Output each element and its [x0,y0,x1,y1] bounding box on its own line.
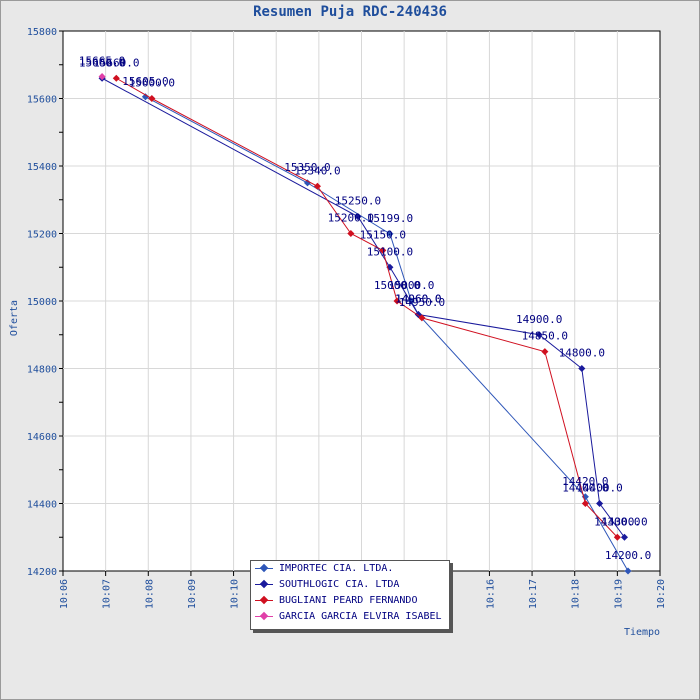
data-point [347,229,355,238]
legend-label: IMPORTEC CIA. LTDA. [279,563,394,574]
data-point [613,533,621,541]
y-tick-label: 15800 [27,27,57,38]
series-line [116,77,618,538]
legend-label: SOUTHLOGIC CIA. LTDA [279,579,400,590]
legend-label: GARCIA GARCIA ELVIRA ISABEL [279,611,442,622]
legend-marker [259,595,269,605]
data-label: 15150.0 [360,228,406,241]
x-tick-label: 10:10 [230,579,241,609]
y-axis-label: Oferta [9,300,20,336]
data-label: 14400.0 [576,482,622,495]
data-label: 15665.0 [79,55,125,68]
data-label: 14900.0 [516,313,562,326]
series-layer [98,73,632,575]
data-point [578,364,586,373]
y-tick-label: 15400 [27,162,57,173]
data-point [624,567,632,575]
series-line [101,77,625,538]
data-point [541,348,549,356]
data-point [354,213,362,221]
data-label: 15000.0 [388,279,434,292]
y-tick-label: 14600 [27,432,57,443]
y-tick-label: 14400 [27,500,57,511]
data-label: 14300.0 [594,515,640,528]
data-label: 15000.0 [374,279,420,292]
data-point [386,230,394,238]
data-label: 14420.0 [562,475,608,488]
data-label: 15340.0 [294,164,340,177]
data-label: 15660.0 [79,56,125,69]
data-point [112,74,120,82]
x-tick-label: 10:09 [187,579,198,609]
data-label: 14960.0 [395,293,441,306]
y-tick-label: 15200 [27,230,57,241]
x-tick-label: 10:08 [144,579,155,609]
data-label: 15250.0 [335,195,381,208]
legend-marker [259,611,269,621]
data-label: 15100.0 [367,245,413,258]
legend-marker [259,579,269,589]
data-label: 14300.0 [601,515,647,528]
x-tick-label: 10:20 [656,579,667,609]
y-tick-label: 14200 [27,567,57,578]
data-point [141,93,149,101]
data-label: 15350.0 [284,161,330,174]
y-tick-label: 15600 [27,95,57,106]
data-label: 15605.0 [122,75,168,88]
legend-item: IMPORTEC CIA. LTDA. [251,561,449,577]
data-point [98,73,106,81]
data-point [581,499,589,508]
data-label: 14950.0 [399,296,445,309]
legend-label: BUGLIANI PEARD FERNANDO [279,595,418,606]
data-point [148,94,156,103]
data-point [313,182,321,190]
data-point [418,314,426,322]
grid [63,31,660,571]
data-label: 14200.0 [605,549,651,562]
data-label: 15660.0 [93,56,139,69]
data-point [596,499,604,508]
legend-item: BUGLIANI PEARD FERNANDO [251,593,449,609]
data-label: 15200.0 [328,212,374,225]
y-tick-label: 14800 [27,365,57,376]
data-point [379,246,387,254]
data-point [393,297,401,305]
data-label: 15199.0 [367,212,413,225]
x-tick-label: 10:06 [59,579,70,609]
y-tick-label: 15000 [27,297,57,308]
data-label: 14960.0 [395,293,441,306]
legend: IMPORTEC CIA. LTDA. SOUTHLOGIC CIA. LTDA B… [250,560,450,630]
data-label: 15600.0 [129,77,175,90]
legend-item: SOUTHLOGIC CIA. LTDA [251,577,449,593]
legend-marker [259,563,269,573]
x-axis-label: Tiempo [624,627,660,638]
data-point [620,533,628,541]
data-point [303,179,312,187]
x-tick-label: 10:18 [571,579,582,609]
x-tick-label: 10:19 [613,579,624,609]
x-tick-label: 10:16 [485,579,496,609]
data-label: 14800.0 [559,347,605,360]
data-label: 14850.0 [522,330,568,343]
legend-item: GARCIA GARCIA ELVIRA ISABEL [251,609,449,625]
x-tick-label: 10:17 [528,579,539,609]
data-label: 14400.0 [562,482,608,495]
chart-title: Resumen Puja RDC-240436 [253,4,447,20]
data-point [535,331,543,339]
x-tick-label: 10:07 [102,579,113,609]
